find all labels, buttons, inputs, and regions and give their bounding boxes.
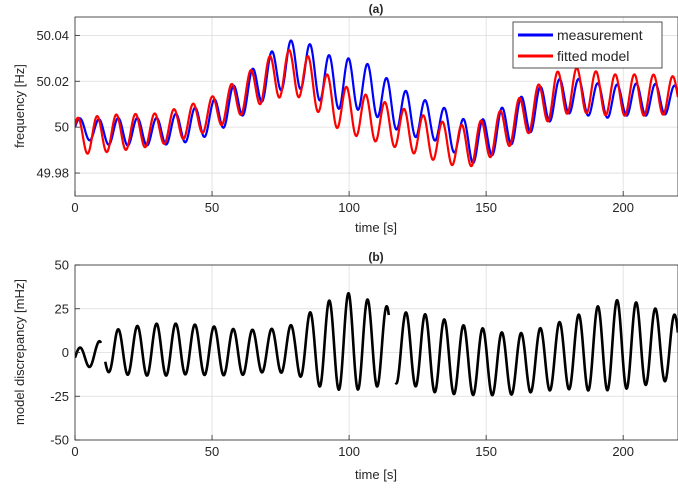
y-tick-label: 50 [55,258,69,273]
legend-fitted-model-label: fitted model [557,48,629,64]
x-tick-label: 50 [205,200,219,215]
y-tick-label: -50 [50,433,69,448]
discrepancy-panel: 0 50 100 150 200 -50 -25 0 25 50 (b) time [s] mod… [12,250,678,482]
x-tick-label: 0 [71,444,78,459]
series-line-discrepancy [75,292,678,397]
chart-a-ylabel: frequency [Hz] [12,64,27,148]
chart-b-title: (b) [368,250,383,264]
chart-b-xlabel: time [s] [355,467,397,482]
x-tick-label: 200 [612,444,634,459]
y-tick-label: 50 [55,120,69,135]
y-tick-label: -25 [50,389,69,404]
x-tick-label: 200 [612,200,634,215]
x-tick-label: 150 [475,444,497,459]
y-tick-label: 49.98 [36,166,69,181]
series-line-fitted-model [75,48,678,168]
legend-measurement-label: measurement [557,27,643,43]
chart-b-ylabel: model discrepancy [mHz] [12,279,27,425]
y-tick-label: 50.02 [36,74,69,89]
x-tick-label: 50 [205,444,219,459]
x-tick-label: 150 [475,200,497,215]
x-tick-label: 100 [338,200,360,215]
chart-a-xlabel: time [s] [355,220,397,235]
legend: measurement fitted model [512,21,663,69]
y-tick-label: 0 [62,345,69,360]
chart-a-title: (a) [369,2,384,16]
frequency-panel: 0 50 100 150 200 49.98 50 50.02 50.04 (a) time [… [12,2,678,235]
x-tick-label: 0 [71,200,78,215]
y-tick-label: 50.04 [36,28,69,43]
x-tick-label: 100 [338,444,360,459]
y-tick-label: 25 [55,301,69,316]
